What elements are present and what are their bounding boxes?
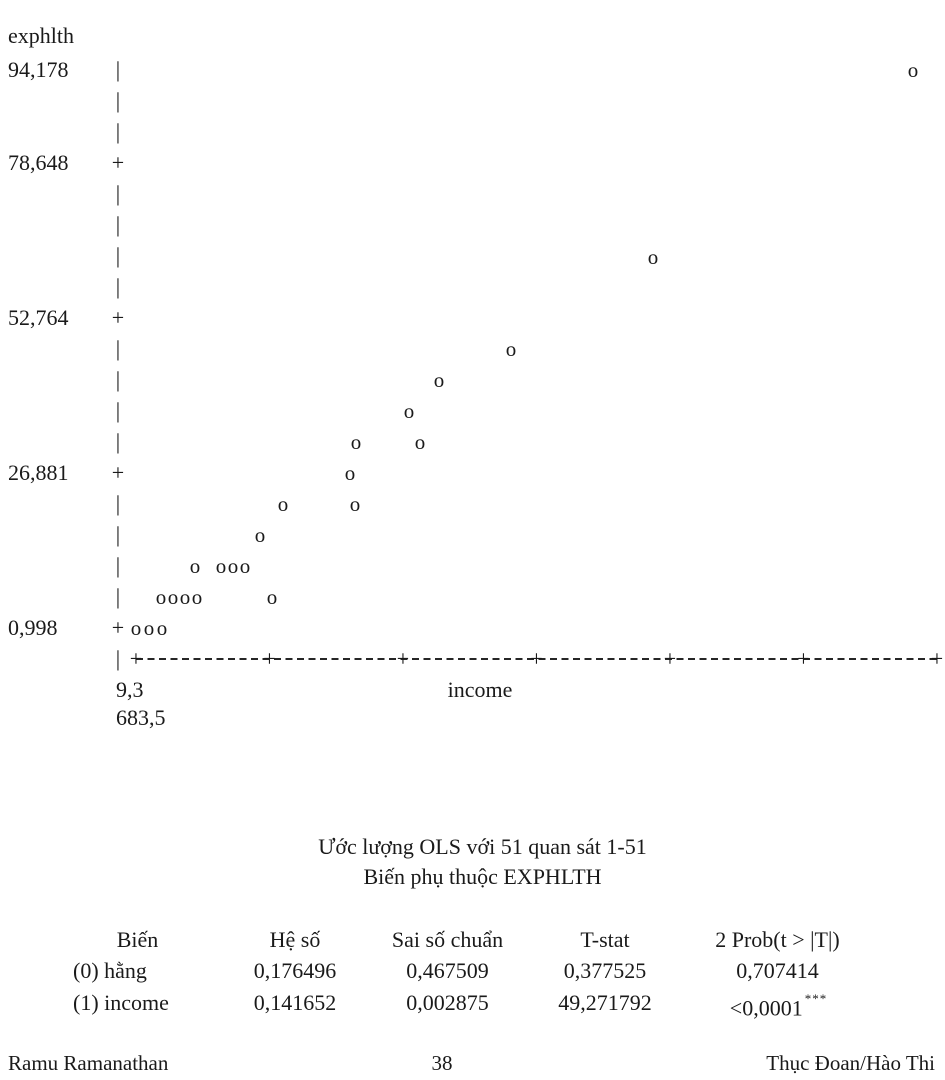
significance-stars: *** bbox=[804, 991, 828, 1006]
col-header-variable: Biến bbox=[116, 927, 159, 952]
y-axis-bar: | bbox=[115, 336, 121, 361]
results-subtitle: Biến phụ thuộc EXPHLTH bbox=[363, 864, 602, 889]
data-point: o bbox=[647, 245, 659, 269]
data-point: o bbox=[239, 554, 251, 578]
y-tick-label: 52,764 bbox=[8, 305, 69, 330]
data-point: o bbox=[403, 399, 415, 424]
y-tick-label: 78,648 bbox=[8, 150, 69, 175]
data-point: o bbox=[344, 460, 356, 485]
y-axis-tick-plus: + bbox=[111, 305, 125, 330]
y-axis-bar: | bbox=[115, 181, 121, 206]
footer-page-number: 38 bbox=[431, 1051, 453, 1075]
y-axis-title: exphlth bbox=[8, 23, 74, 48]
cell-p-value: 0,707414 bbox=[736, 958, 819, 983]
y-axis-bar: | bbox=[115, 367, 121, 392]
data-point: o bbox=[191, 585, 203, 610]
x-axis-tick-plus: + bbox=[396, 646, 410, 671]
data-point: o bbox=[227, 554, 239, 578]
data-point: o bbox=[350, 429, 362, 454]
x-axis-tick-plus: + bbox=[930, 646, 944, 671]
y-axis-bar: | bbox=[115, 429, 121, 454]
page-footer: Ramu Ramanathan 38 Thục Đoan/Hào Thi bbox=[0, 1048, 945, 1078]
data-point: o bbox=[505, 336, 517, 361]
cell-std-error: 0,467509 bbox=[406, 958, 489, 983]
data-point: o bbox=[277, 492, 289, 517]
col-header-coefficient: Hệ số bbox=[269, 927, 321, 952]
table-header-row: Biến Hệ số Sai số chuẩn T-stat 2 Prob(t … bbox=[45, 925, 880, 955]
y-axis-bar: | bbox=[115, 398, 121, 423]
p-value-text: <0,0001 bbox=[729, 995, 803, 1021]
x-axis-title: income bbox=[447, 677, 513, 702]
x-axis-tick-plus: + bbox=[263, 646, 276, 671]
x-axis-tick-plus: + bbox=[797, 646, 810, 671]
data-point: o bbox=[155, 585, 167, 610]
x-axis-dashed-line bbox=[136, 658, 937, 660]
y-axis-tick-plus: + bbox=[111, 615, 125, 640]
results-title: Ước lượng OLS với 51 quan sát 1-51 bbox=[318, 834, 647, 859]
col-header-p-value: 2 Prob(t > |T|) bbox=[715, 927, 840, 952]
y-tick-label: 26,881 bbox=[8, 460, 69, 485]
x-axis-tick-plus: + bbox=[129, 646, 143, 671]
data-point: o bbox=[215, 554, 227, 578]
footer-translators: Thục Đoan/Hào Thi bbox=[766, 1051, 935, 1075]
cell-variable: (1) income bbox=[73, 990, 169, 1015]
x-axis-start-bar: | bbox=[115, 646, 121, 671]
y-axis-bar: | bbox=[115, 212, 121, 237]
data-point: o bbox=[266, 585, 278, 610]
data-point: o bbox=[254, 523, 266, 548]
cell-t-stat: 0,377525 bbox=[563, 958, 647, 983]
regression-table: Biến Hệ số Sai số chuẩn T-stat 2 Prob(t … bbox=[45, 925, 880, 1020]
data-point: o bbox=[130, 616, 142, 640]
x-axis-tick-plus: + bbox=[530, 646, 543, 671]
y-axis-bar: | bbox=[115, 274, 121, 299]
y-axis-bar: | bbox=[115, 243, 121, 268]
cell-t-stat: 49,271792 bbox=[558, 990, 652, 1015]
col-header-std-error: Sai số chuẩn bbox=[391, 927, 504, 952]
data-point: o bbox=[349, 492, 361, 517]
cell-coefficient: 0,141652 bbox=[253, 990, 337, 1015]
col-header-t-stat: T-stat bbox=[580, 927, 630, 952]
y-tick-label: 0,998 bbox=[8, 615, 58, 640]
y-axis-bar: | bbox=[115, 119, 121, 144]
data-point: o bbox=[189, 554, 201, 578]
data-point: o bbox=[907, 58, 919, 82]
table-row-income: (1) income 0,141652 0,002875 49,271792 <… bbox=[45, 987, 880, 1020]
cell-variable: (0) hằng bbox=[73, 958, 147, 983]
y-axis-bar: | bbox=[115, 522, 121, 547]
data-point: o bbox=[433, 368, 445, 393]
x-max-label: 683,5 bbox=[116, 705, 166, 730]
y-axis-tick-plus: + bbox=[111, 150, 125, 175]
y-tick-label: 94,178 bbox=[8, 57, 69, 82]
cell-coefficient: 0,176496 bbox=[253, 958, 337, 983]
y-axis-bar: | bbox=[115, 584, 121, 609]
data-point: o bbox=[143, 616, 155, 640]
footer-author: Ramu Ramanathan bbox=[8, 1051, 169, 1075]
data-point: o bbox=[167, 585, 179, 610]
table-row-constant: (0) hằng 0,176496 0,467509 0,377525 0,70… bbox=[45, 955, 880, 987]
y-axis-bar: | bbox=[115, 88, 121, 113]
data-point: o bbox=[156, 616, 168, 640]
y-axis-tick-plus: + bbox=[111, 460, 125, 485]
y-axis-bar: | bbox=[115, 491, 121, 516]
cell-std-error: 0,002875 bbox=[406, 990, 489, 1015]
x-min-label: 9,3 bbox=[116, 677, 144, 702]
y-axis-bar: | bbox=[115, 553, 121, 578]
data-point: o bbox=[179, 585, 191, 610]
x-axis-tick-plus: + bbox=[663, 646, 677, 671]
data-point: o bbox=[414, 429, 426, 454]
cell-p-value: <0,0001 *** bbox=[675, 987, 880, 1024]
y-axis-bar: | bbox=[115, 57, 121, 82]
